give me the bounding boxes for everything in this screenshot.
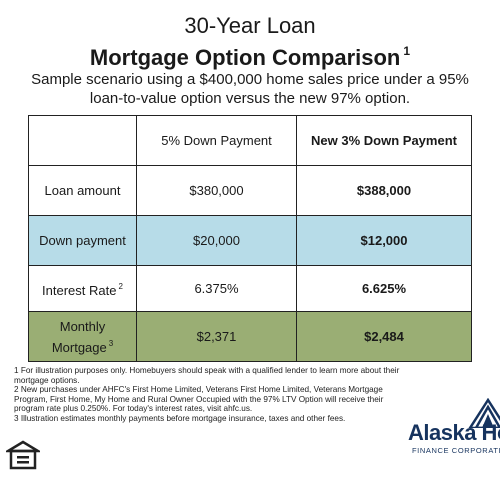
- subtitle: Sample scenario using a $400,000 home sa…: [31, 71, 469, 107]
- table-row-loan-amount: Loan amount $380,000 $388,000: [28, 165, 472, 216]
- footnotes: 1 For illustration purposes only. Homebu…: [14, 366, 406, 424]
- alaska-housing-logo-text: Alaska Housing: [408, 420, 500, 445]
- title-footnote-marker: 1: [403, 44, 411, 58]
- table-row-interest-rate: Interest Rate 2 6.375% 6.625%: [28, 265, 472, 312]
- row-label-loan-amount: Loan amount: [28, 165, 137, 216]
- header-five-percent: 5% Down Payment: [136, 115, 297, 166]
- cell-three-loan-amount: $388,000: [296, 165, 472, 216]
- comparison-table: 5% Down Payment New 3% Down Payment Loan…: [28, 115, 472, 362]
- header-three-percent: New 3% Down Payment: [296, 115, 472, 166]
- page-title: Mortgage Option Comparison 1: [0, 38, 500, 71]
- label-text: Interest Rate: [42, 283, 117, 298]
- cell-five-loan-amount: $380,000: [136, 165, 297, 216]
- cell-five-interest-rate: 6.375%: [136, 265, 297, 312]
- header-blank-cell: [28, 115, 137, 166]
- label-text: Down payment: [39, 233, 126, 248]
- row-label-monthly-mortgage: Monthly Mortgage 3: [28, 311, 137, 362]
- footnote-2: 2 New purchases under AHFC's First Home …: [14, 385, 384, 414]
- table-row-monthly-mortgage: Monthly Mortgage 3 $2,371 $2,484: [28, 311, 472, 362]
- footnote-marker: 3: [108, 338, 114, 348]
- label-text: Monthly Mortgage: [51, 318, 107, 355]
- alaska-housing-logo-subtext: FINANCE CORPORATION: [412, 446, 500, 455]
- row-label-interest-rate: Interest Rate 2: [28, 265, 137, 312]
- table-header-row: 5% Down Payment New 3% Down Payment: [28, 115, 472, 166]
- row-label-down-payment: Down payment: [28, 215, 137, 266]
- cell-three-down-payment: $12,000: [296, 215, 472, 266]
- footnote-1: 1 For illustration purposes only. Homebu…: [14, 366, 400, 385]
- cell-three-interest-rate: 6.625%: [296, 265, 472, 312]
- title-line-1: 30-Year Loan: [184, 13, 316, 38]
- alaska-housing-mountain-icon: [468, 398, 500, 428]
- footnote-marker: 2: [118, 282, 123, 291]
- table-row-down-payment: Down payment $20,000 $12,000: [28, 215, 472, 266]
- title-line-2: Mortgage Option Comparison: [89, 45, 401, 70]
- label-text: Loan amount: [44, 183, 121, 198]
- cell-five-down-payment: $20,000: [136, 215, 297, 266]
- footnote-3: 3 Illustration estimates monthly payment…: [14, 413, 346, 423]
- cell-five-monthly-mortgage: $2,371: [136, 311, 297, 362]
- equal-housing-opportunity-icon: [6, 440, 40, 470]
- cell-three-monthly-mortgage: $2,484: [296, 311, 472, 362]
